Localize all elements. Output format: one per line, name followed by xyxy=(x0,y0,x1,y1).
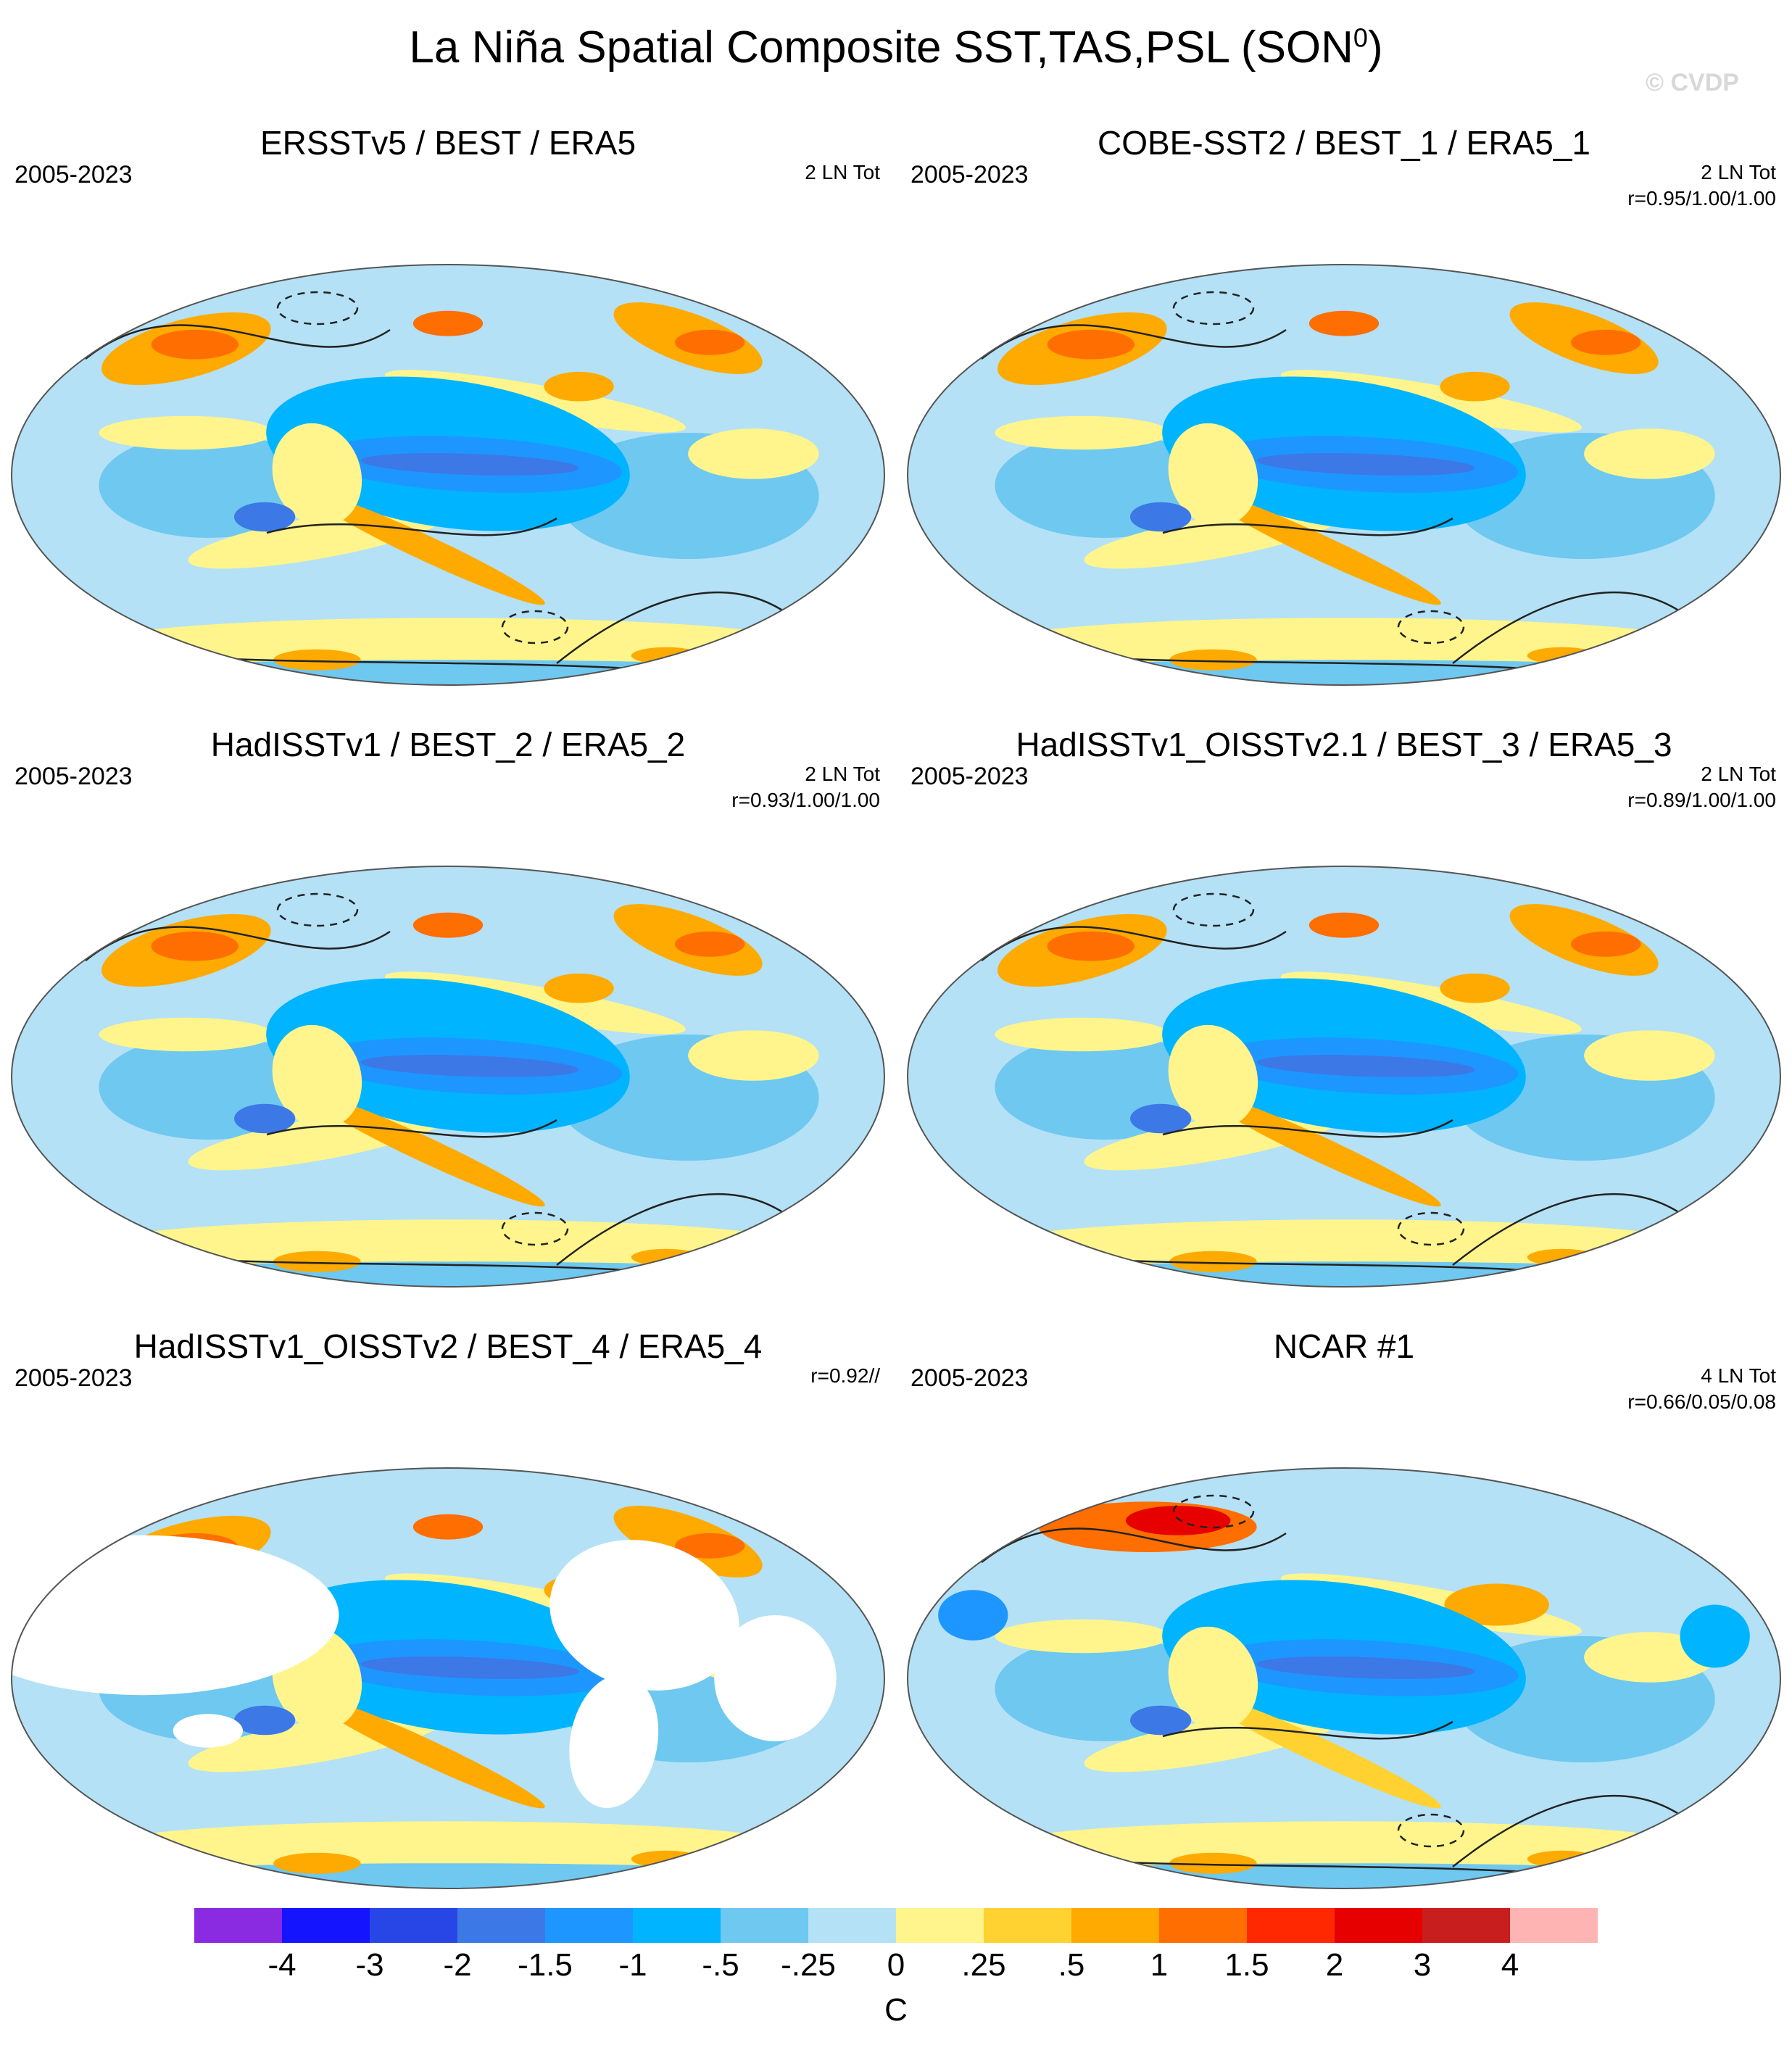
panel-stat-corr: r=0.92// xyxy=(810,1364,880,1387)
colorbar-tick-label: 1 xyxy=(1150,1947,1169,1983)
panel-stat-corr: r=0.89/1.00/1.00 xyxy=(1627,789,1776,811)
panel-title: COBE-SST2 / BEST_1 / ERA5_1 xyxy=(1097,124,1591,162)
panel-years: 2005-2023 xyxy=(910,763,1029,790)
composite-map xyxy=(907,1467,1781,1889)
colorbar-tick-label: 3 xyxy=(1413,1947,1432,1983)
panel-title: NCAR #1 xyxy=(1273,1327,1415,1365)
panel-stat-corr: r=0.93/1.00/1.00 xyxy=(731,789,880,811)
panel-title: ERSSTv5 / BEST / ERA5 xyxy=(260,124,636,162)
colorbar xyxy=(194,1908,1598,1943)
watermark: © CVDP xyxy=(1646,69,1739,96)
map-panel-hadisstv1-oisstv2-1: HadISSTv1_OISSTv2.1 / BEST_3 / ERA5_3 20… xyxy=(896,710,1792,1312)
panel-stat-count: 2 LN Tot xyxy=(805,161,880,183)
map-panel-hadisstv1: HadISSTv1 / BEST_2 / ERA5_2 2005-2023 2 … xyxy=(0,710,896,1312)
panel-title: HadISSTv1 / BEST_2 / ERA5_2 xyxy=(210,726,686,763)
colorbar-tick-label: .25 xyxy=(961,1947,1006,1983)
panel-years: 2005-2023 xyxy=(910,161,1029,188)
panel-stat-count: 2 LN Tot xyxy=(1701,161,1776,183)
panel-stats: 2 LN Tot r=0.95/1.00/1.00 xyxy=(1627,159,1776,212)
panel-stats: 2 LN Tot r=0.89/1.00/1.00 xyxy=(1627,761,1776,813)
panel-stats: 2 LN Tot xyxy=(805,159,880,186)
figure-title-suffix: ) xyxy=(1367,22,1383,72)
colorbar-swatch xyxy=(808,1908,896,1943)
figure-title-superscript: 0 xyxy=(1353,22,1368,53)
panel-years: 2005-2023 xyxy=(910,1364,1029,1392)
composite-map xyxy=(907,264,1781,686)
colorbar-tick-label: -.25 xyxy=(781,1947,836,1983)
panel-title: HadISSTv1_OISSTv2 / BEST_4 / ERA5_4 xyxy=(133,1327,763,1365)
composite-map xyxy=(11,1467,885,1889)
panel-title: HadISSTv1_OISSTv2.1 / BEST_3 / ERA5_3 xyxy=(1016,726,1672,763)
map-panel-hadisstv1-oisstv2: HadISSTv1_OISSTv2 / BEST_4 / ERA5_4 2005… xyxy=(0,1312,896,1914)
map-panel-ncar-1: NCAR #1 2005-2023 4 LN Tot r=0.66/0.05/0.… xyxy=(896,1312,1792,1914)
colorbar-tick-label: -2 xyxy=(443,1947,472,1983)
colorbar-swatch xyxy=(370,1908,457,1943)
panel-years: 2005-2023 xyxy=(14,763,133,790)
colorbar-swatch xyxy=(545,1908,633,1943)
panel-stat-corr: r=0.95/1.00/1.00 xyxy=(1627,187,1776,210)
panel-stats: r=0.92// xyxy=(810,1363,880,1389)
colorbar-swatch xyxy=(1510,1908,1598,1943)
composite-map xyxy=(907,866,1781,1288)
colorbar-swatch xyxy=(633,1908,721,1943)
colorbar-tick-label: -1 xyxy=(618,1947,647,1983)
colorbar-tick-label: -3 xyxy=(355,1947,384,1983)
panel-stat-count: 2 LN Tot xyxy=(805,763,880,785)
colorbar-swatch xyxy=(1247,1908,1335,1943)
colorbar-tick-label: -1.5 xyxy=(518,1947,573,1983)
figure-title: La Niña Spatial Composite SST,TAS,PSL (S… xyxy=(0,22,1792,73)
colorbar-tick-label: .5 xyxy=(1058,1947,1085,1983)
colorbar-swatch xyxy=(194,1908,282,1943)
panel-stat-count: 4 LN Tot xyxy=(1701,1364,1776,1387)
panel-stat-corr: r=0.66/0.05/0.08 xyxy=(1627,1390,1776,1413)
panel-stats: 4 LN Tot r=0.66/0.05/0.08 xyxy=(1627,1363,1776,1415)
colorbar-tick-label: 4 xyxy=(1501,1947,1519,1983)
colorbar-swatch xyxy=(984,1908,1071,1943)
composite-map xyxy=(11,264,885,686)
colorbar-swatch xyxy=(896,1908,984,1943)
colorbar-swatch xyxy=(1422,1908,1510,1943)
panel-years: 2005-2023 xyxy=(14,161,133,188)
panel-years: 2005-2023 xyxy=(14,1364,133,1392)
figure-title-text: La Niña Spatial Composite SST,TAS,PSL (S… xyxy=(409,22,1353,72)
colorbar-tick-label: -4 xyxy=(267,1947,296,1983)
colorbar-units: C xyxy=(884,1992,908,2028)
colorbar-swatch xyxy=(1071,1908,1159,1943)
map-panel-cobe-sst2: COBE-SST2 / BEST_1 / ERA5_1 2005-2023 2 … xyxy=(896,109,1792,710)
colorbar-swatch xyxy=(1159,1908,1247,1943)
panel-stats: 2 LN Tot r=0.93/1.00/1.00 xyxy=(731,761,880,813)
map-panel-ersstv5: ERSSTv5 / BEST / ERA5 2005-2023 2 LN Tot xyxy=(0,109,896,710)
colorbar-tick-label: 0 xyxy=(887,1947,905,1983)
colorbar-swatch xyxy=(1335,1908,1422,1943)
colorbar-labels: -4 -3 -2 -1.5 -1 -.5 -.25 0 .25 .5 1 1.5 2 3 4 xyxy=(194,1947,1598,1998)
colorbar-swatch xyxy=(721,1908,808,1943)
colorbar-tick-label: -.5 xyxy=(702,1947,739,1983)
colorbar-swatch xyxy=(457,1908,545,1943)
composite-map xyxy=(11,866,885,1288)
colorbar-tick-label: 2 xyxy=(1325,1947,1344,1983)
colorbar-swatch xyxy=(282,1908,370,1943)
panel-stat-count: 2 LN Tot xyxy=(1701,763,1776,785)
colorbar-tick-label: 1.5 xyxy=(1224,1947,1269,1983)
